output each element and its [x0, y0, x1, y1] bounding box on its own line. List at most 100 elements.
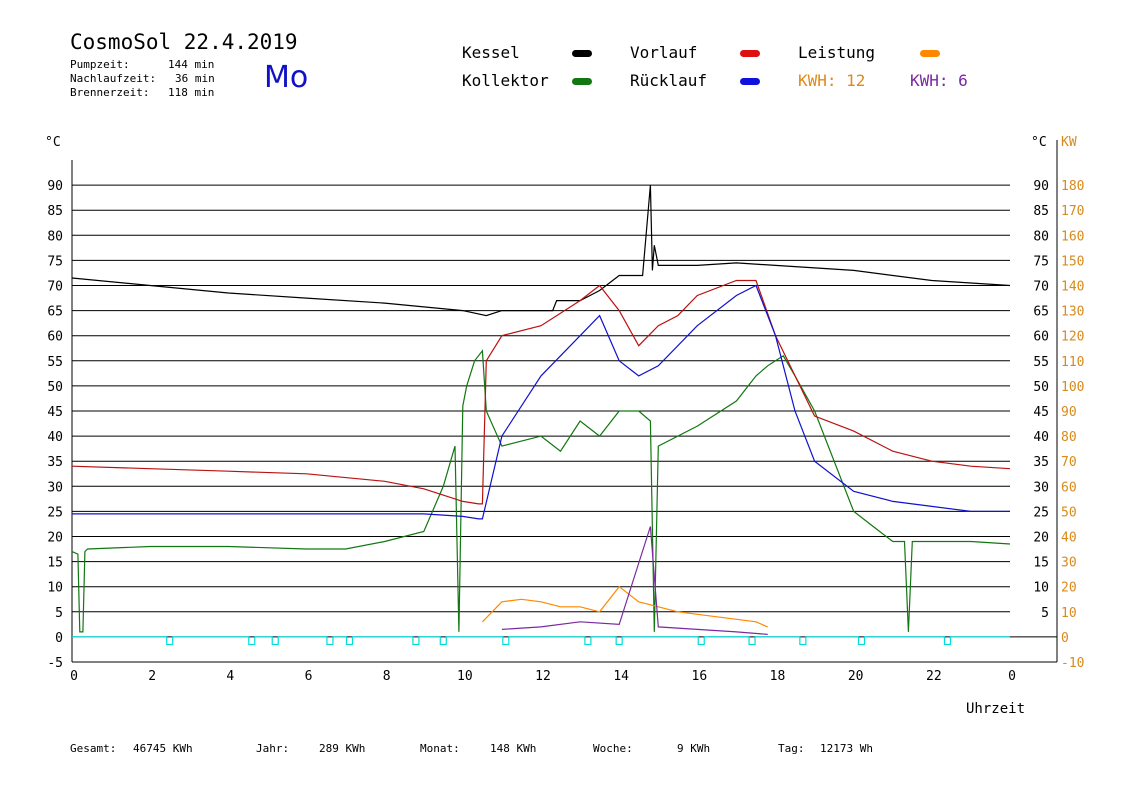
- y-tick-left-60: 60: [47, 330, 63, 345]
- y-tick-right-c-45: 45: [1033, 405, 1049, 420]
- chart-title: CosmoSol 22.4.2019: [70, 30, 298, 54]
- stat-nachlaufzeit-value: 36 min: [175, 72, 215, 85]
- y-tick-right-kw-170: 170: [1061, 204, 1084, 219]
- y-tick-right-kw-130: 130: [1061, 305, 1084, 320]
- y-tick-left-0: 0: [55, 631, 63, 646]
- x-tick-0: 0: [70, 669, 78, 684]
- y-tick-right-kw-70: 70: [1061, 455, 1077, 470]
- y-tick-right-c-85: 85: [1033, 204, 1049, 219]
- y-tick-right-kw-20: 20: [1061, 581, 1077, 596]
- y-tick-right-kw-120: 120: [1061, 330, 1084, 345]
- y-unit-right-kw: KW: [1061, 135, 1077, 150]
- stat-brennerzeit-value: 118 min: [168, 86, 215, 99]
- x-tick-8: 16: [692, 669, 708, 684]
- legend-kollektor-swatch: [572, 78, 592, 85]
- series-r-cklauf: [72, 284, 1010, 520]
- legend-vorlauf: Vorlauf: [630, 43, 698, 62]
- legend-kwh-6: KWH: 6: [910, 71, 968, 90]
- footer-jahr-value: 289 KWh: [319, 742, 366, 755]
- series-vorlauf: [71, 279, 1011, 505]
- y-unit-right-c: °C: [1031, 135, 1047, 150]
- y-tick-right-kw-90: 90: [1061, 405, 1077, 420]
- y-tick-right-kw-110: 110: [1061, 355, 1084, 370]
- y-tick-right-kw-180: 180: [1061, 179, 1084, 194]
- footer-woche: Woche:: [593, 742, 633, 755]
- y-tick-right-c-90: 90: [1033, 179, 1049, 194]
- y-tick-right-kw-140: 140: [1061, 280, 1084, 295]
- y-tick-right-kw-30: 30: [1061, 556, 1077, 571]
- y-tick-left-50: 50: [47, 380, 63, 395]
- y-tick-left-45: 45: [47, 405, 63, 420]
- y-tick-left-40: 40: [47, 430, 63, 445]
- y-tick-right-c-55: 55: [1033, 355, 1049, 370]
- y-tick-right-c-25: 25: [1033, 505, 1049, 520]
- legend-kessel-swatch: [572, 50, 592, 57]
- footer-monat-value: 148 KWh: [490, 742, 537, 755]
- x-tick-5: 10: [457, 669, 473, 684]
- y-tick-right-c-35: 35: [1033, 455, 1049, 470]
- y-tick-right-kw-80: 80: [1061, 430, 1077, 445]
- series-kollektor: [71, 349, 1011, 633]
- x-axis-label: Uhrzeit: [966, 701, 1026, 717]
- y-tick-right-kw-160: 160: [1061, 229, 1084, 244]
- stat-pumpzeit-value: 144 min: [168, 58, 215, 71]
- stat-pumpzeit: Pumpzeit:: [70, 58, 130, 71]
- y-tick-right-c-15: 15: [1033, 556, 1049, 571]
- y-tick-right-c-80: 80: [1033, 229, 1049, 244]
- footer-gesamt-value: 46745 KWh: [133, 742, 193, 755]
- y-tick-left-15: 15: [47, 556, 63, 571]
- y-tick-right-kw-150: 150: [1061, 254, 1084, 269]
- footer-jahr: Jahr:: [256, 742, 290, 755]
- x-tick-3: 6: [305, 669, 313, 684]
- x-tick-9: 18: [770, 669, 786, 684]
- y-tick-left-10: 10: [47, 581, 63, 596]
- legend-ruecklauf: Rücklauf: [630, 71, 708, 90]
- y-tick-left-30: 30: [47, 480, 63, 495]
- stat-nachlaufzeit: Nachlaufzeit:: [70, 72, 157, 85]
- footer-gesamt: Gesamt:: [70, 742, 117, 755]
- footer-tag: Tag:: [778, 742, 805, 755]
- y-tick-right-c-5: 5: [1041, 606, 1049, 621]
- legend-leistung-swatch: [920, 50, 940, 57]
- footer-tag-value: 12173 Wh: [820, 742, 873, 755]
- y-tick-left-75: 75: [47, 254, 63, 269]
- y-tick-left-90: 90: [47, 179, 63, 194]
- y-tick-left--5: -5: [47, 656, 63, 671]
- series-pumpe: [72, 636, 1010, 646]
- stat-brennerzeit: Brennerzeit:: [70, 86, 150, 99]
- x-tick-2: 4: [226, 669, 234, 684]
- y-tick-left-65: 65: [47, 305, 63, 320]
- y-tick-right-c-65: 65: [1033, 305, 1049, 320]
- x-tick-4: 8: [383, 669, 391, 684]
- x-tick-1: 2: [148, 669, 156, 684]
- y-tick-right-kw-10: 10: [1061, 606, 1077, 621]
- footer-woche-value: 9 KWh: [677, 742, 711, 755]
- y-tick-right-kw-100: 100: [1061, 380, 1084, 395]
- y-tick-left-25: 25: [47, 505, 63, 520]
- y-tick-left-35: 35: [47, 455, 63, 470]
- legend-kessel: Kessel: [462, 43, 520, 62]
- chart-plot: -5051015202530354045505560657075808590°C…: [45, 135, 1084, 684]
- y-tick-right-c-70: 70: [1033, 280, 1049, 295]
- y-tick-left-55: 55: [47, 355, 63, 370]
- weekday-label: Mo: [264, 60, 309, 95]
- x-tick-10: 20: [848, 669, 864, 684]
- y-tick-right-kw-50: 50: [1061, 505, 1077, 520]
- y-tick-right-kw-0: 0: [1061, 631, 1069, 646]
- y-tick-right-c-10: 10: [1033, 581, 1049, 596]
- x-tick-7: 14: [613, 669, 629, 684]
- series-kessel: [71, 185, 1011, 317]
- y-tick-left-70: 70: [47, 280, 63, 295]
- y-tick-right-c-40: 40: [1033, 430, 1049, 445]
- y-unit-left: °C: [45, 135, 61, 150]
- y-tick-right-c-50: 50: [1033, 380, 1049, 395]
- y-tick-right-kw--10: -10: [1061, 656, 1084, 671]
- legend-ruecklauf-swatch: [740, 78, 760, 85]
- legend-leistung: Leistung: [798, 43, 876, 62]
- x-tick-6: 12: [535, 669, 551, 684]
- y-tick-right-c-60: 60: [1033, 330, 1049, 345]
- y-tick-left-5: 5: [55, 606, 63, 621]
- y-tick-right-c-75: 75: [1033, 254, 1049, 269]
- y-tick-left-20: 20: [47, 531, 63, 546]
- y-tick-right-c-30: 30: [1033, 480, 1049, 495]
